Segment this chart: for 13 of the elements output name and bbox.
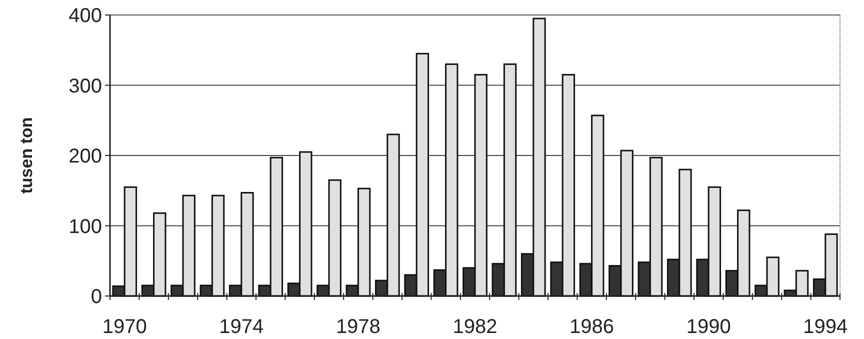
y-tick-label: 0	[90, 286, 102, 308]
x-tick-label: 1982	[452, 316, 498, 338]
y-tick-label: 400	[68, 5, 102, 27]
x-tick-label: 1986	[570, 316, 614, 338]
x-tick-label: 1978	[336, 316, 380, 338]
y-axis-title: tusen ton	[17, 117, 36, 194]
x-tick-label: 1990	[686, 316, 731, 338]
y-tick-label: 100	[68, 216, 102, 238]
y-tick-label: 200	[68, 146, 102, 168]
x-tick-label: 1970	[102, 316, 147, 338]
x-tick-label: 1994	[803, 316, 848, 338]
x-tick-label: 1974	[219, 316, 264, 338]
y-tick-label: 300	[68, 75, 102, 98]
